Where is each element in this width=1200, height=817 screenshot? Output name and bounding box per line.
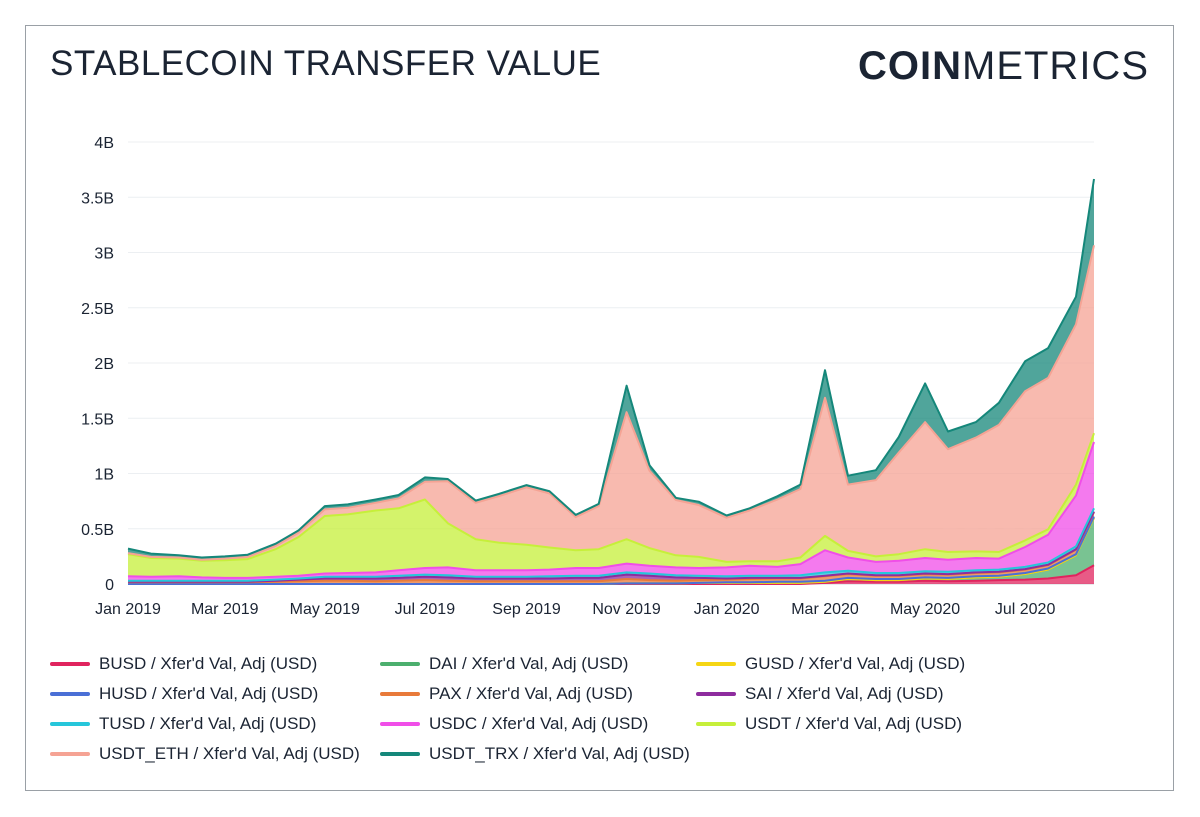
brand-logo-light: METRICS [962,44,1149,88]
x-tick-label: Nov 2019 [592,601,661,618]
legend-label: USDC / Xfer'd Val, Adj (USD) [429,714,649,733]
legend-item[interactable]: DAI / Xfer'd Val, Adj (USD) [380,654,628,674]
series-line [127,245,1095,561]
legend-label: TUSD / Xfer'd Val, Adj (USD) [99,714,317,733]
legend-swatch [380,722,420,726]
legend-item[interactable]: GUSD / Xfer'd Val, Adj (USD) [696,654,965,674]
series-line [127,178,1095,559]
stacked-area-chart: 0 0.5B 1B 1.5B 2B 2.5B 3B 3.5B 4B Jan 2019 Mar 201… [81,135,1095,618]
x-tick-label: Jul 2020 [995,601,1056,618]
legend-label: HUSD / Xfer'd Val, Adj (USD) [99,684,319,703]
y-tick-label: 0 [105,577,114,594]
legend-item[interactable]: HUSD / Xfer'd Val, Adj (USD) [50,684,318,704]
legend-label: USDT_TRX / Xfer'd Val, Adj (USD) [429,744,690,763]
y-tick-label: 2B [94,356,114,373]
y-tick-label: 0.5B [81,522,114,539]
legend-item[interactable]: BUSD / Xfer'd Val, Adj (USD) [50,654,317,674]
legend-item[interactable]: USDT_ETH / Xfer'd Val, Adj (USD) [50,744,360,764]
x-tick-label: Jan 2020 [694,601,760,618]
series-area [128,565,1094,584]
legend-label: BUSD / Xfer'd Val, Adj (USD) [99,654,318,673]
legend-item[interactable]: TUSD / Xfer'd Val, Adj (USD) [50,714,316,734]
legend-label: SAI / Xfer'd Val, Adj (USD) [745,684,944,703]
x-tick-label: Mar 2019 [191,601,259,618]
y-tick-label: 2.5B [81,301,114,318]
series-line [127,432,1095,563]
series-line [128,511,1095,583]
legend-swatch [696,662,736,666]
y-tick-label: 4B [94,135,114,152]
y-tick-label: 1.5B [81,411,114,428]
legend-swatch [696,722,736,726]
series-line [128,507,1095,582]
x-tick-label: May 2019 [290,601,360,618]
legend-item[interactable]: USDC / Xfer'd Val, Adj (USD) [380,714,648,734]
chart-legend: BUSD / Xfer'd Val, Adj (USD) DAI / Xfer'd… [50,654,1150,774]
series-area [128,433,1094,578]
legend-swatch [50,692,90,696]
legend-label: PAX / Xfer'd Val, Adj (USD) [429,684,633,703]
legend-label: USDT_ETH / Xfer'd Val, Adj (USD) [99,744,360,763]
series-line [128,516,1095,585]
x-tick-label: Jul 2019 [395,601,456,618]
brand-logo-bold: COIN [858,44,962,88]
series-area [128,245,1094,562]
legend-swatch [380,752,420,756]
x-tick-label: Mar 2020 [791,601,859,618]
legend-item[interactable]: USDT_TRX / Xfer'd Val, Adj (USD) [380,744,690,764]
legend-label: USDT / Xfer'd Val, Adj (USD) [745,714,963,733]
legend-swatch [380,692,420,696]
legend-item[interactable]: SAI / Xfer'd Val, Adj (USD) [696,684,944,704]
legend-item[interactable]: USDT / Xfer'd Val, Adj (USD) [696,714,962,734]
chart-title: STABLECOIN TRANSFER VALUE [50,44,602,83]
y-tick-label: 3B [94,246,114,263]
legend-item[interactable]: PAX / Xfer'd Val, Adj (USD) [380,684,633,704]
brand-logo: COINMETRICS [858,44,1149,89]
x-tick-label: Sep 2019 [492,601,561,618]
y-tick-label: 1B [94,467,114,484]
y-tick-label: 3.5B [81,190,114,207]
legend-swatch [380,662,420,666]
series-line [127,441,1095,579]
series-area [128,442,1094,581]
legend-swatch [50,662,90,666]
legend-label: GUSD / Xfer'd Val, Adj (USD) [745,654,966,673]
x-tick-label: Jan 2019 [95,601,161,618]
legend-swatch [696,692,736,696]
x-tick-label: May 2020 [890,601,960,618]
legend-label: DAI / Xfer'd Val, Adj (USD) [429,654,629,673]
legend-swatch [50,752,90,756]
legend-swatch [50,722,90,726]
